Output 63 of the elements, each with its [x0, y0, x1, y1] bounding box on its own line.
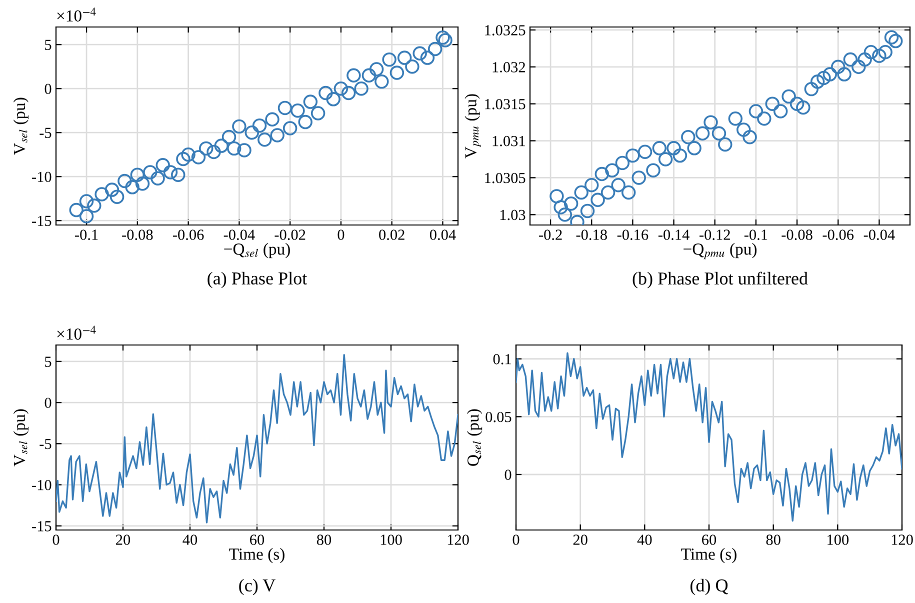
x-tick-label: -0.1 — [75, 230, 98, 240]
x-tick-label: 20 — [573, 534, 588, 545]
x-tick-label: 60 — [702, 534, 716, 545]
y-tick-label: 0 — [44, 84, 52, 94]
x-tick-label: -0.2 — [539, 230, 562, 240]
x-tick-label: -0.12 — [700, 230, 730, 240]
y-tick-label: -10 — [32, 172, 52, 182]
y-tick-label: 1.0325 — [485, 25, 526, 36]
y-tick-label: 1.032 — [492, 62, 525, 72]
x-tick-label: -0.06 — [822, 230, 854, 240]
x-axis-title: Time (s) — [229, 548, 284, 564]
y-axis-title: Q$_{sel}$ (pu) — [466, 409, 482, 466]
y-tick-label: -15 — [32, 521, 52, 532]
x-axis-title: −Q$_{pmu}$ (pu) — [684, 243, 757, 260]
y-tick-label: 1.03 — [500, 210, 526, 220]
x-tick-label: 80 — [316, 534, 332, 545]
text: (d) Q — [690, 578, 728, 596]
x-tick-label: -0.04 — [864, 230, 895, 240]
y-axis-title: V$_{sel}$ (pu) — [13, 409, 28, 466]
x-tick-label: 0.04 — [430, 230, 456, 240]
y-tick-label: -5 — [40, 438, 52, 450]
y-tick-label: 1.031 — [492, 136, 525, 146]
x-tick-label: 120 — [448, 534, 469, 545]
y-tick-label: 5 — [45, 40, 52, 50]
y-tick-label: -15 — [32, 216, 52, 226]
y-tick-label: -5 — [40, 128, 52, 138]
x-tick-label: 100 — [828, 534, 849, 545]
x-tick-label: 40 — [182, 534, 198, 545]
y-tick-label: 0.05 — [486, 412, 512, 422]
x-tick-label: 0.02 — [379, 230, 404, 240]
y-axis-title: V$_{sel}$ (pu) — [13, 98, 28, 155]
x-tick-label: 0 — [52, 534, 60, 545]
text: ×10$^{−4}$ — [57, 8, 96, 22]
x-tick-label: -0.08 — [782, 230, 812, 240]
y-axis-title: V$_{pmu}$ (pu) — [464, 94, 481, 158]
x-tick-label: -0.04 — [224, 230, 255, 240]
y-tick-label: 5 — [45, 356, 52, 367]
x-tick-label: -0.16 — [617, 230, 648, 240]
x-tick-label: 0 — [338, 230, 344, 240]
x-tick-label: 80 — [766, 534, 780, 545]
y-tick-label: 1.0315 — [485, 98, 526, 110]
text: (a) Phase Plot — [208, 272, 308, 288]
x-tick-label: 100 — [380, 534, 402, 545]
x-tick-label: -0.14 — [658, 230, 690, 240]
y-tick-label: 0 — [504, 470, 512, 480]
y-tick-label: 0 — [44, 398, 52, 408]
x-tick-label: 120 — [892, 534, 913, 545]
x-tick-label: -0.02 — [274, 230, 306, 240]
text: (b) Phase Plot unfiltered — [632, 272, 808, 288]
x-tick-label: 40 — [637, 534, 652, 545]
x-tick-label: 60 — [250, 534, 264, 545]
text: ×10$^{−4}$ — [57, 326, 96, 340]
text: (c) V — [239, 578, 276, 596]
x-tick-label: -0.06 — [172, 230, 204, 240]
x-tick-label: 20 — [116, 534, 130, 545]
y-tick-label: 0.1 — [493, 354, 511, 364]
y-tick-label: -10 — [32, 480, 52, 490]
x-tick-label: -0.08 — [122, 230, 153, 240]
x-axis-title: −Q$_{sel}$ (pu) — [224, 243, 290, 258]
y-tick-label: 1.0305 — [485, 172, 526, 184]
x-tick-label: -0.1 — [744, 230, 768, 240]
x-tick-label: -0.18 — [576, 230, 607, 240]
x-axis-title: Time (s) — [681, 548, 736, 564]
